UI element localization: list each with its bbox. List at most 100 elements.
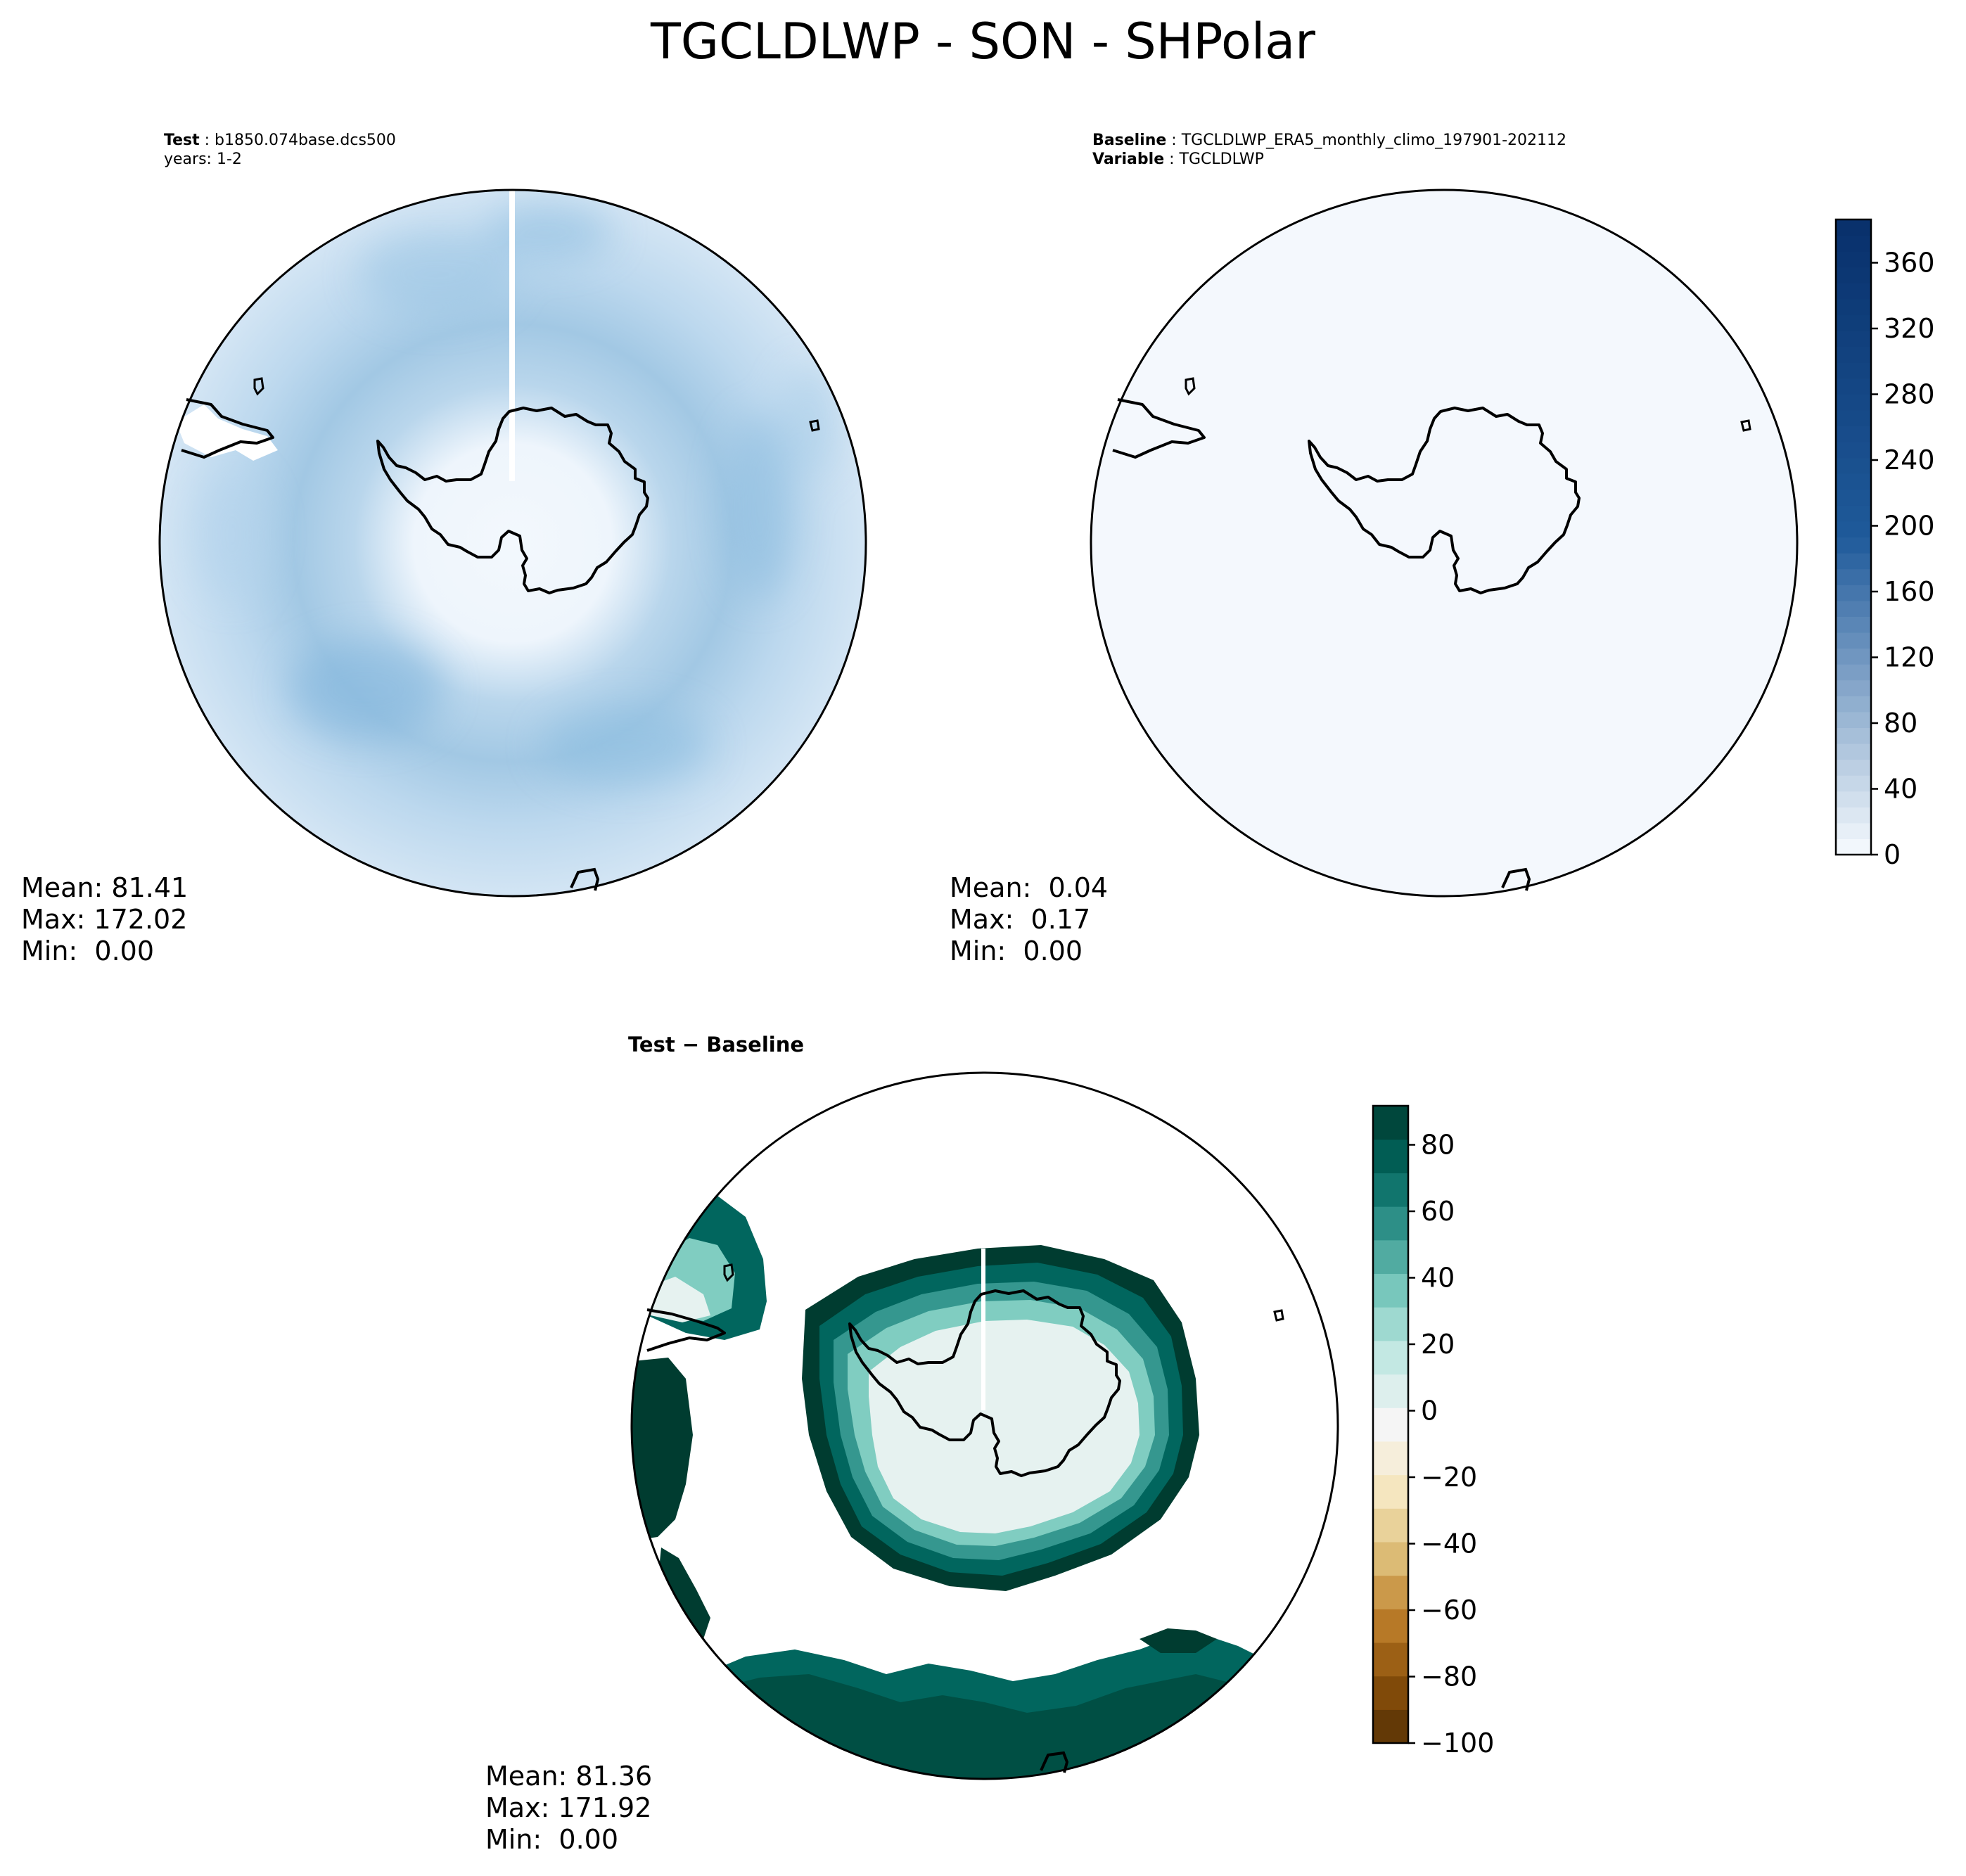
diff-coast-island-b <box>1273 1309 1284 1322</box>
colorbar-swatch <box>1836 568 1871 585</box>
diff-coast-southamerica <box>646 1308 726 1352</box>
test-landmass-southamerica <box>176 404 278 461</box>
test-min: Min: 0.00 <box>21 936 154 966</box>
test-map-border <box>158 189 867 898</box>
colorbar-swatch <box>1373 1676 1408 1710</box>
colorbar-tick-label: 160 <box>1884 576 1935 607</box>
diff-map <box>630 1071 1339 1780</box>
colorbar-swatch <box>1836 283 1871 300</box>
colorbar-tick-label: −80 <box>1421 1661 1477 1692</box>
test-map <box>158 189 867 898</box>
colorbar-swatch <box>1373 1642 1408 1677</box>
colorbar-tick-label: 80 <box>1884 708 1917 739</box>
colorbar-swatch <box>1836 822 1871 840</box>
baseline-header: Baseline : TGCLDLWP_ERA5_monthly_climo_1… <box>1092 131 1566 150</box>
colorbar-swatch <box>1373 1206 1408 1241</box>
colorbar-swatch <box>1373 1239 1408 1275</box>
test-header-key: Test <box>164 132 200 149</box>
colorbar-tick-label: 60 <box>1421 1196 1455 1227</box>
test-field-texture <box>197 204 837 784</box>
colorbar-swatch <box>1836 505 1871 522</box>
colorbar-swatch <box>1836 394 1871 411</box>
colorbar-swatch <box>1373 1307 1408 1341</box>
colorbar-swatch <box>1836 251 1871 268</box>
test-subheader: years: 1-2 <box>164 151 242 168</box>
baseline-coast-newzealand <box>1501 867 1531 891</box>
colorbar-swatch <box>1373 1340 1408 1375</box>
baseline-min: Min: 0.00 <box>950 936 1083 966</box>
colorbar-tick-label: 120 <box>1884 642 1935 673</box>
colorbar-swatch <box>1836 759 1871 776</box>
baseline-coast-southamerica <box>1112 398 1206 459</box>
baseline-subheader-key: Variable <box>1092 151 1165 168</box>
test-coast-island-b <box>809 419 820 432</box>
test-coast-southamerica <box>181 398 274 459</box>
colorbar-swatch <box>1836 267 1871 283</box>
colorbar-swatch <box>1836 409 1871 427</box>
diff-coast-island-a <box>723 1263 734 1282</box>
colorbar-swatch <box>1836 711 1871 728</box>
baseline-map-border <box>1090 189 1799 898</box>
colorbar-tick-label: −60 <box>1421 1595 1477 1626</box>
colorbar-swatch <box>1836 521 1871 538</box>
colorbar-swatch <box>1836 648 1871 665</box>
colorbar-swatch <box>1373 1173 1408 1207</box>
diff-interior <box>869 1320 1140 1533</box>
colorbar-tick-label: 280 <box>1884 379 1935 410</box>
baseline-field <box>1091 190 1797 896</box>
baseline-max: Max: 0.17 <box>950 904 1091 935</box>
colorbar-tick-label: −100 <box>1421 1728 1494 1759</box>
colorbar-swatch <box>1836 378 1871 395</box>
colorbar-tick-label: 240 <box>1884 445 1935 476</box>
test-header: Test : b1850.074base.dcs500 <box>164 131 396 150</box>
colorbar-swatch <box>1836 457 1871 474</box>
colorbar-tick-label: 0 <box>1884 839 1901 870</box>
baseline-coast-island-a <box>1185 377 1196 396</box>
colorbar-swatch <box>1373 1374 1408 1408</box>
figure-title: TGCLDLWP - SON - SHPolar <box>651 13 1315 70</box>
test-max: Max: 172.02 <box>21 904 188 935</box>
colorbar-tick-label: 0 <box>1421 1396 1438 1427</box>
baseline-header-value: TGCLDLWP_ERA5_monthly_climo_197901-20211… <box>1181 132 1566 149</box>
baseline-subheader-value: TGCLDLWP <box>1179 151 1264 168</box>
colorbar-swatch <box>1836 442 1871 459</box>
colorbar-swatch <box>1836 743 1871 760</box>
diff-map-border <box>630 1071 1339 1780</box>
colorbar-swatch <box>1836 219 1871 236</box>
colorbar-swatch <box>1836 585 1871 601</box>
diff-patch-west-lower <box>658 1548 710 1639</box>
colorbar-swatch <box>1836 632 1871 649</box>
colorbar-tick-label: 20 <box>1421 1329 1455 1360</box>
colorbar-swatch <box>1836 838 1871 855</box>
colorbar-swatch <box>1836 314 1871 331</box>
test-mean: Mean: 81.41 <box>21 872 189 903</box>
baseline-stats: Mean: 0.04 Max: 0.17 Min: 0.00 <box>950 872 1108 967</box>
colorbar-main: 0 40 80 120 160 200 240 280 320 360 <box>1834 218 1935 870</box>
colorbar-swatch <box>1836 537 1871 554</box>
test-coast-island-a <box>253 377 264 396</box>
test-seam <box>509 190 515 481</box>
colorbar-swatch <box>1373 1575 1408 1609</box>
colorbar-swatch <box>1373 1441 1408 1476</box>
colorbar-frame <box>1372 1104 1410 1744</box>
test-header-value: b1850.074base.dcs500 <box>215 132 396 149</box>
colorbar-swatch <box>1373 1273 1408 1308</box>
colorbar-swatch <box>1373 1474 1408 1509</box>
colorbar-tick-label: −40 <box>1421 1529 1477 1559</box>
diff-max: Max: 171.92 <box>485 1792 652 1823</box>
colorbar-swatch <box>1836 473 1871 490</box>
baseline-subheader: Variable : TGCLDLWP <box>1092 150 1264 169</box>
diff-min: Min: 0.00 <box>485 1824 618 1855</box>
diff-patch-west <box>632 1358 693 1540</box>
test-coast-newzealand <box>570 867 600 891</box>
colorbar-swatch <box>1836 727 1871 744</box>
test-stats: Mean: 81.41 Max: 172.02 Min: 0.00 <box>21 872 188 967</box>
colorbar-swatch <box>1373 1106 1408 1140</box>
colorbar-swatch <box>1373 1709 1408 1744</box>
colorbar-swatch <box>1836 489 1871 506</box>
diff-seam <box>981 1249 985 1410</box>
colorbar-swatch <box>1836 807 1871 824</box>
colorbar-tick-label: 40 <box>1884 774 1917 805</box>
colorbar-tick-label: 40 <box>1421 1263 1455 1294</box>
colorbar-tick-label: 200 <box>1884 511 1935 542</box>
